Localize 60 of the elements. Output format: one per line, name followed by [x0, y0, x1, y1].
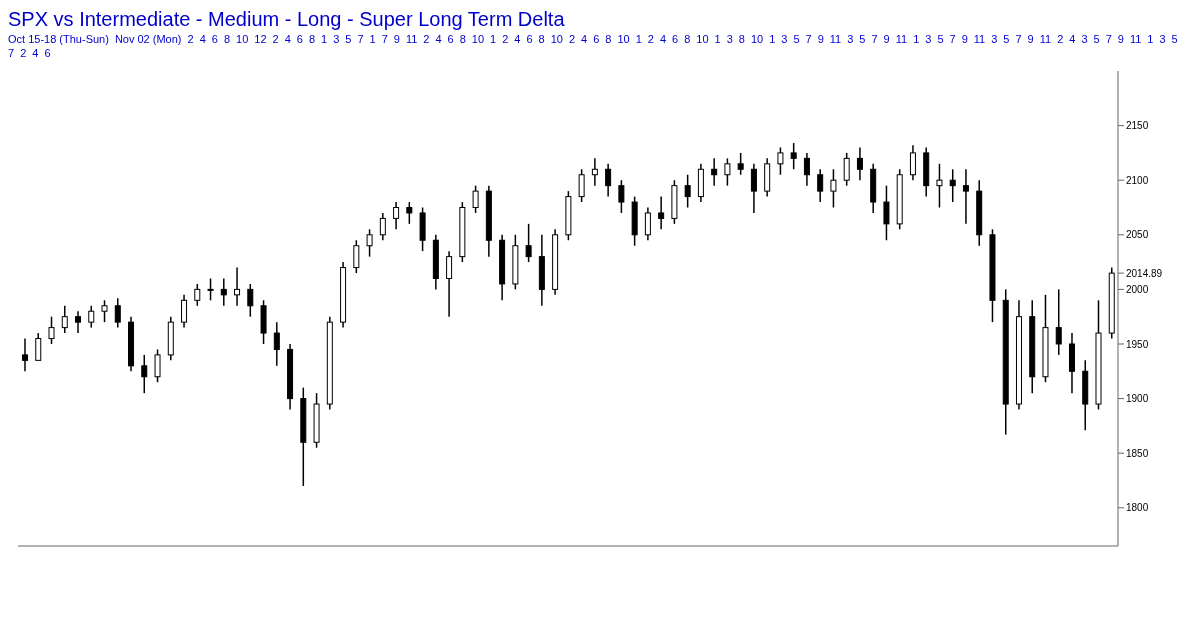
y-tick-label: 1900 — [1126, 393, 1149, 405]
candlestick — [207, 277, 214, 302]
candlestick — [366, 228, 373, 258]
candlestick — [181, 294, 188, 329]
candlestick — [393, 201, 400, 231]
candlestick — [684, 173, 691, 209]
candlestick — [379, 212, 386, 241]
candlestick — [154, 348, 161, 383]
candlestick — [61, 305, 68, 334]
candlestick — [247, 283, 254, 318]
candlestick — [724, 157, 731, 187]
candlestick — [88, 305, 95, 329]
y-tick-label: 2150 — [1126, 120, 1149, 132]
candlestick — [936, 163, 943, 209]
candlestick — [22, 337, 28, 373]
candlestick — [406, 201, 413, 225]
candlestick — [273, 321, 280, 367]
y-tick-label: 1800 — [1126, 502, 1149, 514]
candlestick — [1055, 288, 1062, 356]
candlestick — [830, 168, 837, 209]
candlestick — [883, 184, 890, 241]
candlestick — [737, 152, 744, 176]
candlestick — [591, 157, 598, 187]
candlestick — [353, 239, 360, 274]
y-tick-label: 2014.89 — [1126, 267, 1163, 279]
candlestick — [75, 310, 82, 334]
candlestick — [220, 277, 227, 307]
candlestick — [141, 354, 148, 394]
y-tick-label: 1850 — [1126, 447, 1149, 459]
candlestick — [790, 142, 797, 171]
y-tick-label: 2100 — [1126, 174, 1149, 186]
candlestick — [446, 250, 453, 318]
candlestick — [35, 332, 42, 362]
candlestick — [817, 168, 824, 203]
candlestick — [856, 146, 863, 181]
candlestick — [949, 168, 956, 203]
candlestick — [909, 144, 916, 181]
cycle-labels: Oct 15-18 (Thu-Sun) Nov 02 (Mon) 2 4 6 8 10 12 2 4 6 8 1 3 5 7 1 7 9 11 2 4 6 8 10 1 2 4 6 8 10 2 4 6 8 10 1 2 4 6 8 10 1 3 8 10 1 3 5 7 9 11 3 5 7 9 11 1 3 5 7 9 11 3 5 7 9 11 2 4 3 5 7 9 11 1 3 5 7 2 4 6 — [8, 33, 1179, 59]
candlestick — [101, 299, 108, 323]
candlestick — [777, 146, 784, 176]
y-tick-label: 2050 — [1126, 229, 1149, 241]
candlestick — [234, 266, 241, 307]
candlestick — [605, 163, 612, 198]
candlestick — [525, 223, 532, 263]
candlestick — [48, 315, 55, 345]
candlestick — [711, 157, 718, 187]
candlestick — [803, 152, 810, 187]
candlestick — [618, 179, 625, 214]
candlestick — [194, 283, 201, 307]
chart-title: SPX vs Intermediate - Medium - Long - Super Long Term Delta — [8, 8, 566, 31]
candlestick — [644, 206, 651, 241]
candlestick — [750, 163, 757, 214]
candlestick — [962, 168, 969, 225]
candlestick — [472, 184, 479, 214]
y-tick-label: 2000 — [1126, 283, 1149, 295]
candlestick — [843, 152, 850, 187]
candlestick — [578, 168, 585, 203]
candlestick — [658, 195, 665, 231]
y-tick-label: 1950 — [1126, 338, 1149, 350]
candlestick — [114, 297, 121, 329]
